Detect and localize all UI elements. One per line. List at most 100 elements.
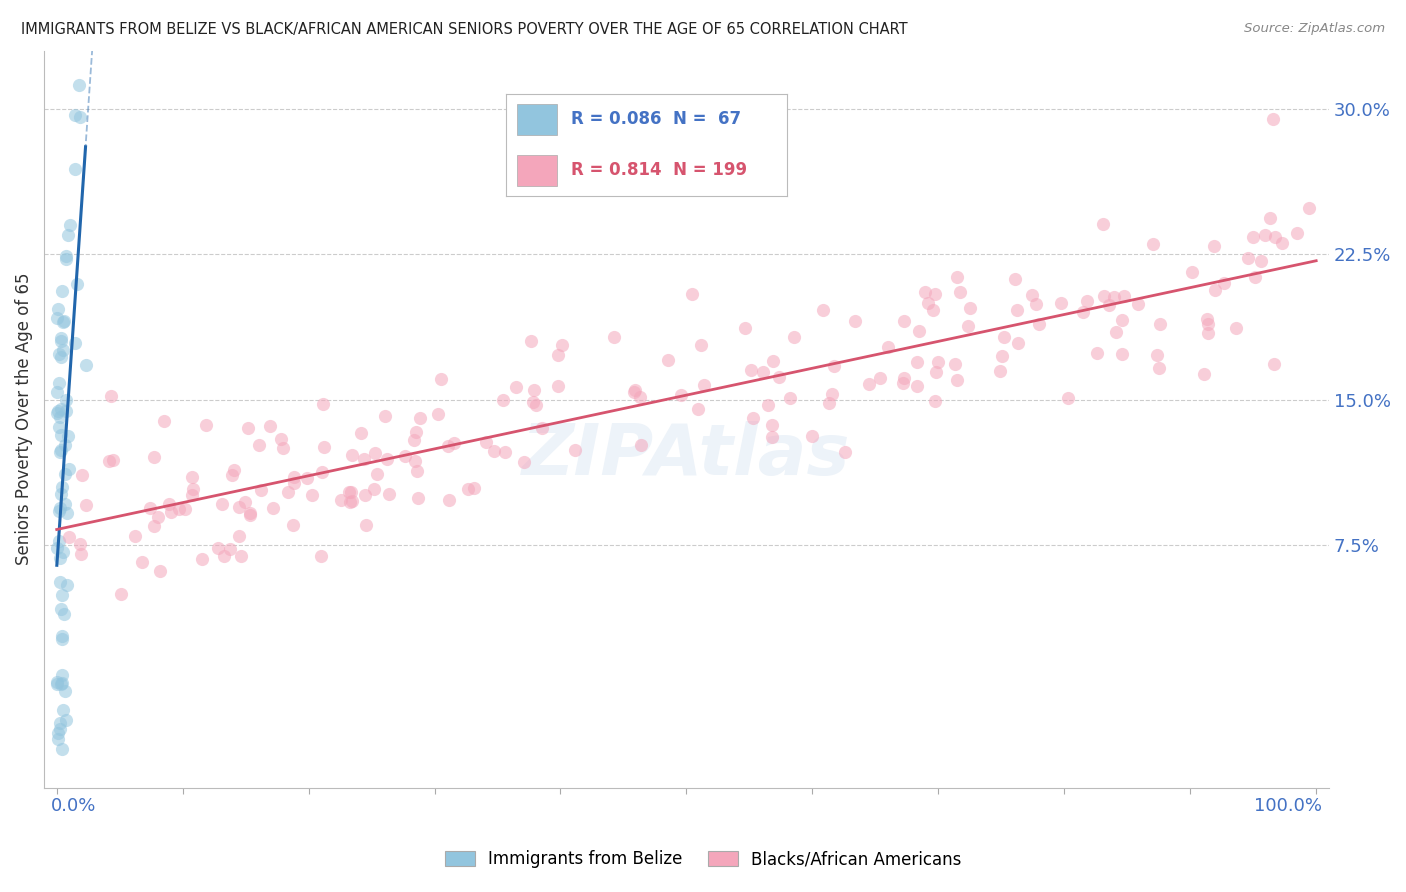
Point <box>55 252 77 266</box>
Point <box>1149 318 1171 332</box>
Point <box>349 425 371 440</box>
Point <box>63 107 86 121</box>
Point <box>174 502 197 516</box>
Legend: Immigrants from Belize, Blacks/African Americans: Immigrants from Belize, Blacks/African A… <box>439 844 967 875</box>
Point <box>519 334 541 349</box>
Point <box>48 445 70 459</box>
Point <box>1258 211 1281 225</box>
Point <box>48 376 70 390</box>
Point <box>844 314 866 328</box>
Point <box>51 480 73 494</box>
Point <box>273 442 295 456</box>
Point <box>1076 294 1098 309</box>
Point <box>58 530 80 544</box>
Point <box>53 683 76 698</box>
Point <box>623 384 645 399</box>
Point <box>1225 320 1247 334</box>
Point <box>959 301 981 316</box>
Text: R = 0.086  N =  67: R = 0.086 N = 67 <box>571 110 741 128</box>
Point <box>262 501 284 516</box>
Point <box>340 448 363 462</box>
Point <box>924 287 946 301</box>
Point <box>406 464 429 478</box>
Text: ZIPAtlas: ZIPAtlas <box>522 421 851 491</box>
Point <box>283 518 305 533</box>
Point <box>623 383 645 397</box>
Point <box>52 703 75 717</box>
Point <box>1264 230 1286 244</box>
Point <box>1005 303 1028 318</box>
Point <box>157 497 180 511</box>
Point <box>531 421 554 435</box>
Point <box>946 270 969 285</box>
Point <box>233 495 256 509</box>
Point <box>143 518 166 533</box>
Point <box>1212 276 1234 290</box>
Point <box>603 330 626 344</box>
Bar <box>517 104 557 135</box>
Point <box>224 463 246 477</box>
Point <box>482 443 505 458</box>
Point <box>51 677 73 691</box>
Point <box>1112 289 1135 303</box>
Point <box>131 555 153 569</box>
Point <box>681 286 703 301</box>
Point <box>219 541 242 556</box>
Point <box>752 365 775 379</box>
Point <box>247 438 270 452</box>
Point <box>354 488 377 502</box>
Point <box>259 419 281 434</box>
Point <box>181 470 204 484</box>
Point <box>207 541 229 556</box>
Point <box>1007 336 1029 351</box>
Point <box>52 314 75 328</box>
Point <box>761 430 783 444</box>
Point <box>768 370 790 384</box>
Point <box>876 340 898 354</box>
Point <box>53 467 76 481</box>
Point <box>277 485 299 500</box>
Point <box>314 440 336 454</box>
Point <box>67 78 90 93</box>
Point <box>46 406 69 420</box>
Point <box>1195 312 1218 326</box>
Point <box>66 277 89 291</box>
Point <box>1092 217 1115 231</box>
Point <box>312 397 335 411</box>
Point <box>46 732 69 747</box>
Point <box>993 330 1015 344</box>
Point <box>63 335 86 350</box>
Point <box>475 434 498 449</box>
Point <box>70 468 93 483</box>
Point <box>330 492 353 507</box>
Point <box>46 674 69 689</box>
Point <box>374 409 396 424</box>
Point <box>49 715 72 730</box>
Point <box>169 502 191 516</box>
Point <box>505 380 527 394</box>
Point <box>1197 326 1219 340</box>
Point <box>817 396 839 410</box>
Point <box>657 353 679 368</box>
Text: 0.0%: 0.0% <box>51 797 96 815</box>
Point <box>228 528 250 542</box>
Point <box>236 421 259 435</box>
Bar <box>517 155 557 186</box>
Point <box>48 420 70 434</box>
Point <box>49 442 72 457</box>
Point <box>49 575 72 590</box>
Point <box>1192 367 1215 381</box>
Point <box>1241 230 1264 244</box>
Point <box>522 395 544 409</box>
Point <box>221 467 243 482</box>
Point <box>45 541 67 555</box>
Point <box>181 482 204 496</box>
Point <box>211 497 233 511</box>
Point <box>309 549 332 563</box>
Point <box>51 668 73 682</box>
Point <box>55 392 77 407</box>
Point <box>924 394 946 409</box>
Point <box>45 677 67 691</box>
Point <box>1204 283 1226 297</box>
Point <box>630 391 652 405</box>
